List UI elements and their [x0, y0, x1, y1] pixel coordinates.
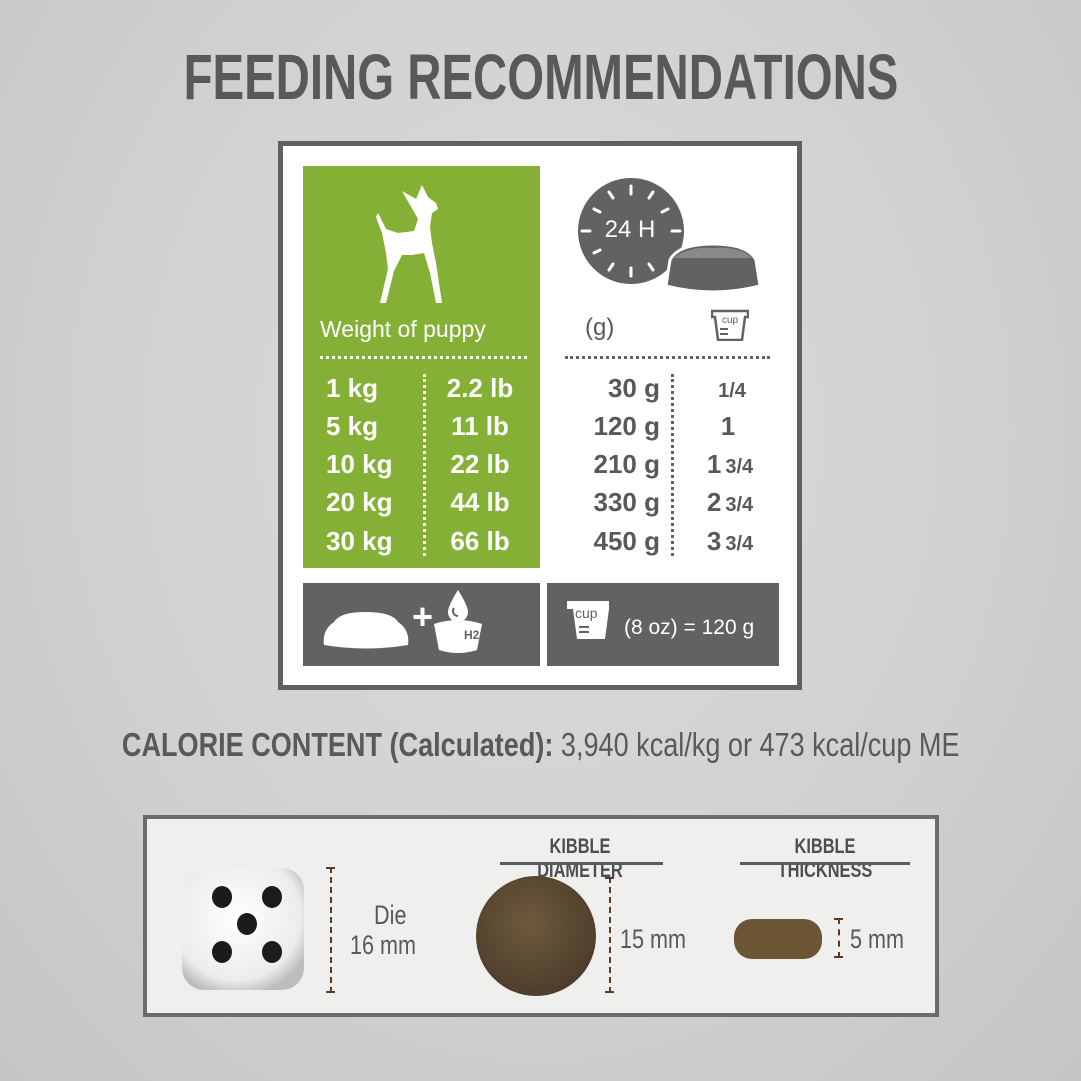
grams-per-day: 210 g: [593, 449, 661, 479]
kibble-thickness-header: KIBBLE THICKNESS: [777, 835, 873, 882]
cups-whole: 3: [706, 526, 722, 556]
weight-lb: 44 lb: [450, 487, 510, 517]
water-label: H2O: [464, 628, 489, 642]
weight-kg: 30 kg: [326, 526, 393, 556]
weight-lb: 22 lb: [450, 449, 510, 479]
cups-per-day: 1: [680, 411, 780, 442]
divider: [423, 374, 426, 556]
plus-sign: +: [412, 596, 434, 637]
cups-per-day: 3 3/4: [680, 526, 780, 557]
calorie-content: CALORIE CONTENT (Calculated): 3,940 kcal…: [0, 726, 1081, 764]
divider: [671, 374, 674, 556]
cups-whole: 1: [720, 411, 736, 441]
grams-per-day: 330 g: [593, 487, 661, 517]
cups-fraction: 3/4: [725, 533, 754, 555]
dog-silhouette-icon: [376, 185, 442, 303]
weight-kg: 10 kg: [326, 449, 393, 479]
die-size-marker: [326, 867, 335, 993]
clock-label: 24 H: [604, 216, 656, 243]
clock-24h-icon: [578, 178, 762, 294]
cups-whole: 2: [706, 487, 722, 517]
cups-fraction: 1/4: [718, 380, 746, 402]
cups-whole: 1: [706, 449, 722, 479]
measuring-cup-icon: cup: [567, 601, 609, 641]
kibble-thickness-image: [734, 919, 822, 959]
weight-kg: 20 kg: [326, 487, 393, 517]
grams-per-day: 120 g: [593, 411, 661, 441]
divider: [500, 862, 663, 865]
weight-lb: 66 lb: [450, 526, 510, 556]
page-title: FEEDING RECOMMENDATIONS: [183, 41, 898, 113]
weight-lb: 11 lb: [451, 411, 509, 441]
calorie-label: CALORIE CONTENT (Calculated):: [121, 726, 554, 763]
weight-kg: 5 kg: [326, 411, 379, 441]
cups-fraction: 3/4: [725, 456, 754, 478]
weight-lb: 2.2 lb: [446, 373, 514, 403]
kibble-diameter-value: 15 mm: [620, 924, 687, 954]
cups-per-day: 1/4: [680, 373, 780, 404]
kibble-thickness-value: 5 mm: [850, 924, 904, 954]
cups-fraction: 3/4: [725, 494, 754, 516]
cups-per-day: 2 3/4: [680, 487, 780, 518]
calorie-value: 3,940 kcal/kg or 473 kcal/cup ME: [560, 726, 960, 763]
diameter-marker: [605, 877, 614, 993]
divider: [565, 356, 770, 359]
grams-per-day: 30 g: [607, 373, 660, 403]
food-bowl-icon: [323, 590, 482, 653]
die-image: [182, 868, 304, 990]
weight-header: Weight of puppy: [320, 316, 486, 342]
grams-per-day: 450 g: [593, 526, 661, 556]
divider: [740, 862, 910, 865]
kibble-diameter-image: [476, 876, 596, 996]
thickness-marker: [834, 918, 843, 958]
divider: [320, 356, 527, 359]
cup-equivalence: (8 oz) = 120 g: [624, 616, 755, 639]
cups-per-day: 1 3/4: [680, 449, 780, 480]
grams-header: (g): [585, 314, 615, 341]
die-label: Die: [373, 900, 407, 930]
weight-kg: 1 kg: [326, 373, 379, 403]
die-size: 16 mm: [350, 930, 417, 960]
measuring-cup-icon: cup: [710, 309, 750, 342]
